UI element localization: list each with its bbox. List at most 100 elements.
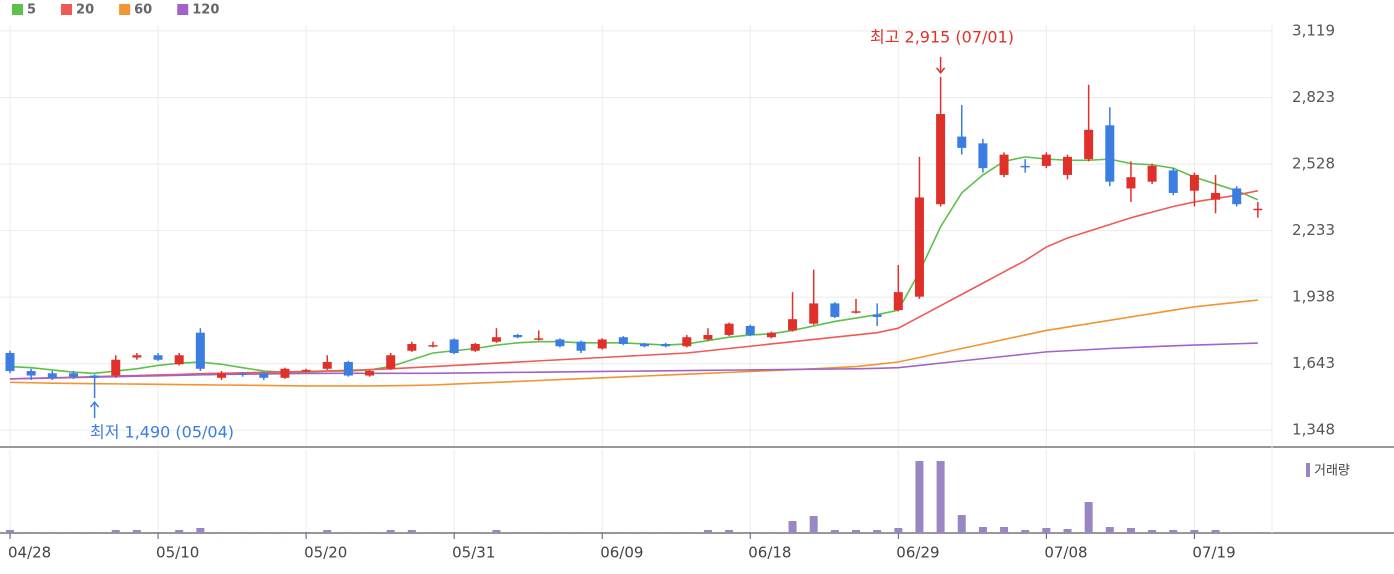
volume-bar [323,530,332,533]
volume-bar [746,532,755,533]
volume-bar [788,521,797,533]
y-tick-label: 2,528 [1292,155,1335,173]
x-tick-label: 05/31 [452,544,495,562]
volume-bar [598,532,607,533]
volume-bar [27,532,36,533]
candle-body [365,371,375,376]
x-tick-label: 06/09 [600,544,643,562]
candle-body [1020,165,1030,168]
x-tick-label: 07/19 [1192,544,1235,562]
candle-body [978,143,988,169]
candle-body [343,362,353,376]
annotation-arrowhead [936,67,946,75]
candle-body [217,373,226,378]
volume-bar [48,532,57,533]
candle-body [322,362,332,369]
volume-bar [429,532,437,533]
annotation-arrowhead [90,400,100,408]
candle-body [788,319,798,331]
candle-body [491,337,501,342]
candle-body [914,197,924,297]
candle-body [555,339,565,347]
legend-label: 120 [192,3,219,18]
candle-body [1084,129,1094,160]
candle-body [809,303,819,324]
volume-bar [365,532,374,533]
volume-bar [1021,530,1030,533]
candle-body [26,371,36,376]
volume-label: 거래량 [1314,464,1350,479]
legend-swatch [119,4,131,15]
candle-body [470,343,480,351]
candle-body [1253,208,1263,211]
y-tick-label: 1,643 [1292,354,1335,372]
candle-body [1126,177,1136,189]
y-tick-label: 1,938 [1292,288,1335,306]
legend-swatch [177,4,189,15]
candle-body [618,337,628,344]
volume-bar [471,532,480,533]
volume-bar [1063,529,1072,533]
candle-body [513,334,523,338]
volume-bar [619,532,628,533]
candle-body [1041,154,1051,166]
candle-body [5,352,15,372]
volume-bar [725,530,734,533]
volume-bar [132,530,141,533]
candle-body [893,292,903,311]
volume-bar [661,532,670,533]
volume-bar [386,530,395,533]
volume-bar [682,532,691,533]
volume-bar [280,532,289,533]
candle-body [872,314,882,317]
candle-body [153,355,163,360]
volume-bar [1126,528,1135,533]
volume-bar [830,530,839,533]
candle-body [280,368,290,378]
volume-bar [513,532,522,533]
volume-bar [1169,530,1178,533]
candle-body [534,338,544,340]
candle-body [703,334,713,340]
legend-swatch [61,4,73,15]
candle-body [1189,174,1199,191]
volume-bar [894,528,903,533]
volume-bar [555,532,564,533]
x-tick-label: 04/28 [8,544,51,562]
volume-bar [238,532,247,533]
volume-bar [577,532,586,533]
candle-body [111,359,121,376]
candle-body [682,337,692,347]
x-tick-label: 05/10 [156,544,199,562]
candle-body [936,114,946,205]
volume-bar [1190,530,1199,533]
volume-bar [450,532,459,533]
x-tick-label: 06/18 [748,544,791,562]
x-tick-label: 05/20 [304,544,347,562]
legend-swatch [12,4,23,15]
candle-body [999,154,1009,175]
candle-body [1105,125,1115,182]
annotation: 최고 2,915 (07/01) [870,28,1014,47]
volume-bar [196,528,205,533]
volume-bar [1000,527,1009,533]
volume-bar [767,532,776,533]
candle-body [597,339,607,349]
x-tick-label: 06/29 [896,544,939,562]
candle-body [301,369,311,372]
candle-body [428,345,438,347]
volume-bar [852,530,860,533]
volume-bar [915,461,924,533]
volume-bar [154,532,163,533]
volume-bar [1211,530,1220,533]
volume-bar [1042,528,1051,533]
y-tick-label: 2,823 [1292,88,1335,106]
volume-bar [6,530,14,533]
volume-bar [1253,532,1262,533]
legend-label: 60 [134,3,152,18]
candle-body [640,343,649,347]
volume-bar [957,515,966,533]
volume-bar [407,530,416,533]
volume-bar [534,532,543,533]
